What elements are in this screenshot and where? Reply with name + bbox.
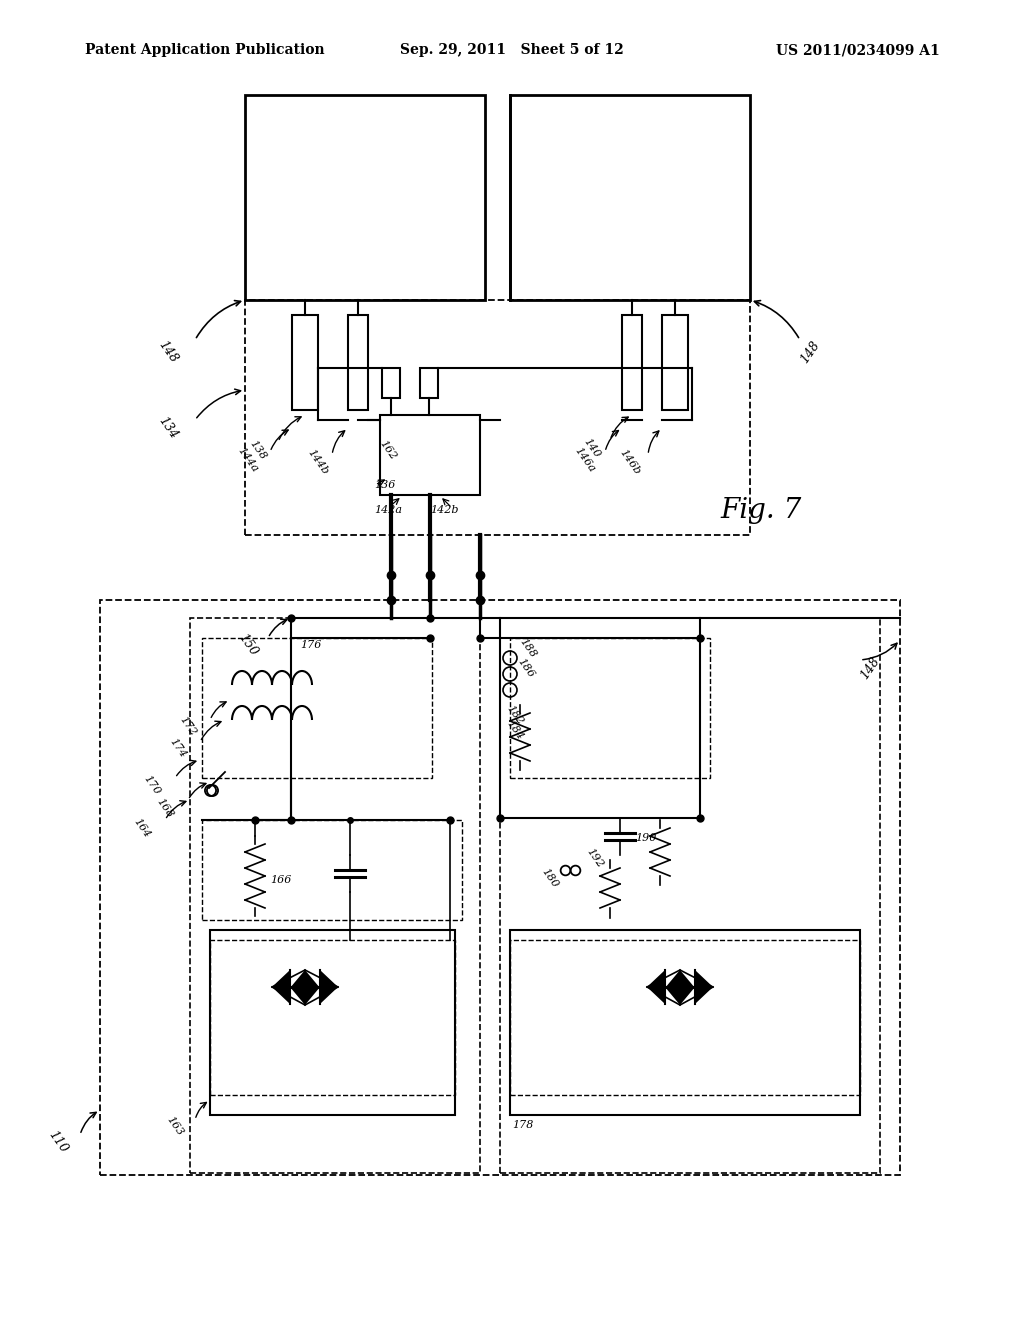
Text: 188: 188 xyxy=(518,636,539,660)
Text: 166: 166 xyxy=(270,875,292,884)
Polygon shape xyxy=(665,970,695,987)
Polygon shape xyxy=(647,970,665,1005)
Text: 172: 172 xyxy=(178,714,199,738)
Text: 178: 178 xyxy=(512,1119,534,1130)
Text: 142b: 142b xyxy=(430,506,459,515)
Bar xyxy=(202,820,462,920)
Text: 190: 190 xyxy=(635,833,656,843)
Bar xyxy=(510,940,860,1096)
Text: Fig. 7: Fig. 7 xyxy=(720,496,801,524)
Bar xyxy=(202,638,432,777)
Text: 138: 138 xyxy=(248,438,268,462)
Bar xyxy=(622,315,642,411)
Bar xyxy=(510,931,860,1115)
Polygon shape xyxy=(695,970,713,1005)
Text: 144b: 144b xyxy=(306,447,331,477)
Polygon shape xyxy=(272,970,290,1005)
Bar xyxy=(245,95,485,300)
Polygon shape xyxy=(665,987,695,1005)
Text: 186: 186 xyxy=(516,656,537,680)
Text: 184: 184 xyxy=(505,718,525,742)
Text: 142a: 142a xyxy=(374,506,402,515)
Text: 168: 168 xyxy=(155,796,175,820)
Text: 136: 136 xyxy=(374,480,395,490)
Text: 192: 192 xyxy=(585,846,605,870)
Bar xyxy=(510,95,750,300)
Text: 163: 163 xyxy=(165,1114,185,1138)
Bar xyxy=(100,601,900,1175)
Text: 140: 140 xyxy=(582,437,602,459)
Text: 164: 164 xyxy=(132,816,153,840)
Polygon shape xyxy=(290,987,319,1005)
Text: 148: 148 xyxy=(858,655,883,681)
Text: 162: 162 xyxy=(378,438,398,462)
Text: 110: 110 xyxy=(46,1129,71,1155)
Bar xyxy=(420,368,438,399)
Bar xyxy=(210,940,455,1096)
Text: 148: 148 xyxy=(798,338,822,366)
Bar xyxy=(500,618,880,1173)
Bar xyxy=(245,300,750,535)
Polygon shape xyxy=(319,970,338,1005)
Bar xyxy=(510,638,710,777)
Bar xyxy=(292,315,318,411)
Text: 148: 148 xyxy=(156,338,180,366)
Bar xyxy=(380,414,480,495)
Text: 146a: 146a xyxy=(572,446,597,474)
Text: Patent Application Publication: Patent Application Publication xyxy=(85,44,325,57)
Bar xyxy=(210,931,455,1115)
Text: 182: 182 xyxy=(505,704,525,726)
Bar xyxy=(662,315,688,411)
Text: US 2011/0234099 A1: US 2011/0234099 A1 xyxy=(776,44,940,57)
Text: 174: 174 xyxy=(168,737,188,759)
Text: 144a: 144a xyxy=(236,446,260,474)
Polygon shape xyxy=(290,970,319,987)
Text: 146b: 146b xyxy=(617,447,642,477)
Text: 170: 170 xyxy=(141,774,162,797)
Bar xyxy=(348,315,368,411)
Text: Sep. 29, 2011   Sheet 5 of 12: Sep. 29, 2011 Sheet 5 of 12 xyxy=(400,44,624,57)
Text: 150: 150 xyxy=(236,631,260,659)
Text: 176: 176 xyxy=(300,640,322,649)
Text: 134: 134 xyxy=(156,414,180,442)
Bar xyxy=(190,618,480,1173)
Text: 180: 180 xyxy=(540,866,560,890)
Bar xyxy=(382,368,400,399)
